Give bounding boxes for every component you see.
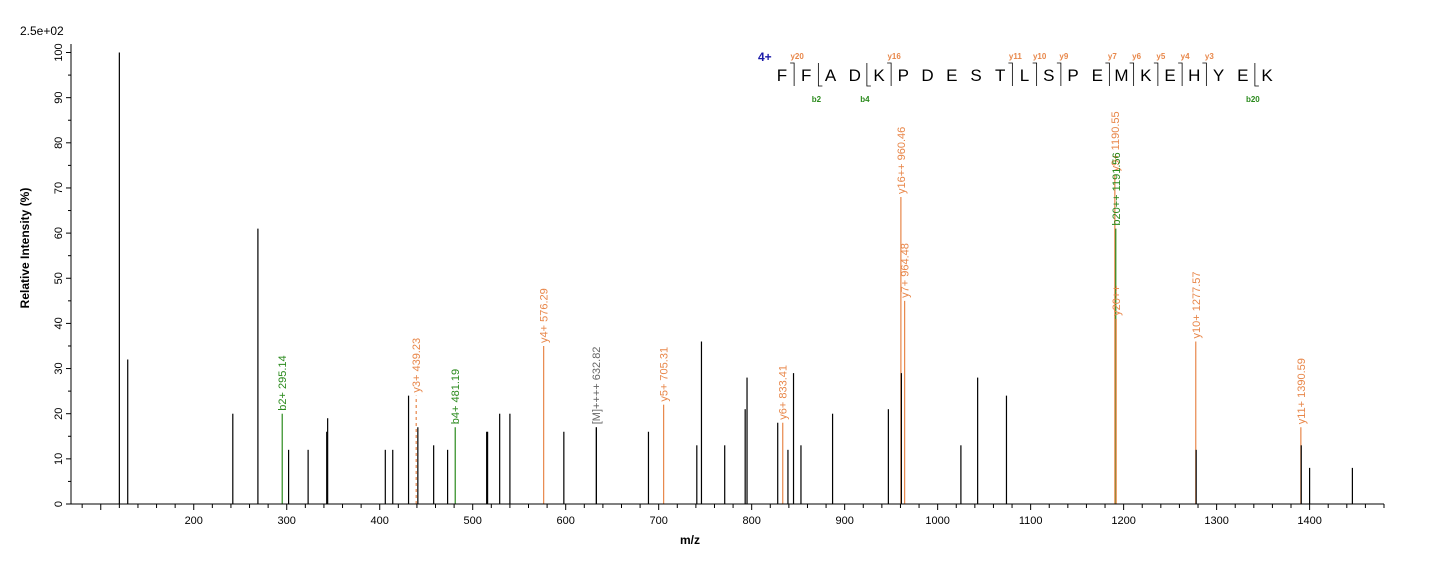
x-tick-label: 900 <box>835 515 853 527</box>
sequence-residue: A <box>825 66 837 85</box>
sequence-residue: K <box>1140 66 1152 85</box>
sequence-residue: P <box>898 66 909 85</box>
b-ion-mark: b4 <box>860 95 870 104</box>
b-ion-mark: b20 <box>1246 95 1260 104</box>
sequence-residue: K <box>873 66 885 85</box>
y-ion-bracket <box>1008 62 1013 86</box>
sequence-residue: E <box>1237 66 1248 85</box>
sequence-residue: M <box>1114 66 1128 85</box>
x-tick-label: 1300 <box>1204 515 1228 527</box>
x-axis-title: m/z <box>680 533 700 547</box>
y-ion-bracket <box>1178 62 1183 86</box>
x-tick-label: 200 <box>185 515 203 527</box>
sequence-residue: E <box>1164 66 1175 85</box>
x-tick-label: 1400 <box>1297 515 1321 527</box>
peak-label: y11+ 1390.59 <box>1296 358 1308 424</box>
y-ion-bracket <box>1153 62 1159 86</box>
y-ion-bracket <box>1056 62 1062 86</box>
y-tick-label: 90 <box>53 92 65 104</box>
x-tick-label: 1100 <box>1019 515 1043 527</box>
y-tick-label: 10 <box>53 453 65 465</box>
y-ion-bracket <box>1202 62 1207 86</box>
y-ion-mark: y11 <box>1009 52 1022 61</box>
peak-label: y20++ <box>1111 285 1123 316</box>
y-ion-mark: y3 <box>1205 52 1214 61</box>
x-tick-label: 400 <box>371 515 389 527</box>
peak-label: y10+ 1277.57 <box>1191 271 1203 338</box>
b-ion-bracket <box>1254 63 1259 87</box>
y-ion-mark: y10 <box>1033 52 1047 61</box>
sequence-residue: K <box>1261 66 1273 85</box>
spectrum-peaks <box>118 52 1353 504</box>
y-ion-bracket <box>1032 62 1038 86</box>
sequence-residue: D <box>921 66 933 85</box>
y-ion-mark: y16 <box>887 52 901 61</box>
sequence-residue: F <box>777 66 787 85</box>
y-ion-bracket <box>1105 62 1110 86</box>
y-ion-mark: y9 <box>1059 52 1068 61</box>
y-tick-label: 30 <box>53 362 65 374</box>
b-ion-bracket <box>817 63 823 87</box>
intensity-scale-label: 2.5e+02 <box>20 24 64 38</box>
y-ion-mark: y4 <box>1181 52 1190 61</box>
peak-label: b20++ 1191.56 <box>1111 152 1123 225</box>
y-ion-mark: y6 <box>1132 52 1141 61</box>
peak-label: y4+ 576.29 <box>539 288 551 343</box>
peak-label: y6+ 833.41 <box>778 365 790 420</box>
x-tick-label: 300 <box>278 515 296 527</box>
charge-state-label: 4+ <box>758 50 772 64</box>
sequence-residue: T <box>995 66 1005 85</box>
y-tick-label: 100 <box>53 43 65 61</box>
sequence-residue: P <box>1067 66 1078 85</box>
y-tick-label: 60 <box>53 227 65 239</box>
y-axis-ticks: 0 10 20 30 40 50 60 70 80 90 100 <box>53 43 71 507</box>
sequence-residue: H <box>1188 66 1200 85</box>
y-tick-label: 50 <box>53 272 65 284</box>
peak-label: y9+ 1190.55 <box>1110 111 1122 171</box>
peak-label: y5+ 705.31 <box>659 347 671 402</box>
sequence-residue: Y <box>1213 66 1224 85</box>
peak-label: y7+ 964.48 <box>900 243 912 298</box>
x-tick-label: 1000 <box>925 515 949 527</box>
y-ion-bracket <box>887 62 892 86</box>
b-ion-mark: b2 <box>812 95 822 104</box>
y-tick-label: 40 <box>53 317 65 329</box>
y-ion-bracket <box>790 62 795 86</box>
sequence-residue: D <box>849 66 861 85</box>
y-tick-label: 0 <box>53 501 65 507</box>
peak-label: b4+ 481.19 <box>450 369 462 424</box>
sequence-residue: S <box>970 66 981 85</box>
x-axis-ticks: 200 300 400 500 600 700 800 900 1000 1100 1200 1300… <box>81 504 1385 527</box>
sequence-residue: E <box>946 66 957 85</box>
y-tick-label: 80 <box>53 137 65 149</box>
y-ion-mark: y20 <box>790 52 804 61</box>
y-tick-label: 70 <box>53 182 65 194</box>
peak-label: y3+ 439.23 <box>411 338 423 393</box>
peak-label: y16++ 960.46 <box>896 127 908 194</box>
sequence-residue: E <box>1092 66 1103 85</box>
sequence-residue: F <box>801 66 811 85</box>
x-tick-label: 500 <box>464 515 482 527</box>
peak-label: [M]++++ 632.82 <box>591 347 603 425</box>
b-ion-bracket <box>866 63 871 87</box>
y-tick-label: 20 <box>53 408 65 420</box>
sequence-residue: S <box>1043 66 1054 85</box>
y-ion-bracket <box>1129 62 1135 86</box>
peak-labels: b2+ 295.14 y3+ 439.23 b4+ 481.19 y4+ 576.29… <box>277 111 1308 424</box>
y-axis-title: Relative Intensity (%) <box>18 188 32 309</box>
y-ion-mark: y7 <box>1108 52 1117 61</box>
x-tick-label: 600 <box>557 515 575 527</box>
x-tick-label: 800 <box>742 515 760 527</box>
peak-label: b2+ 295.14 <box>277 355 289 410</box>
x-tick-label: 700 <box>650 515 668 527</box>
x-tick-label: 1200 <box>1111 515 1135 527</box>
y-ion-mark: y5 <box>1156 52 1165 61</box>
sequence-residue: L <box>1020 66 1029 85</box>
